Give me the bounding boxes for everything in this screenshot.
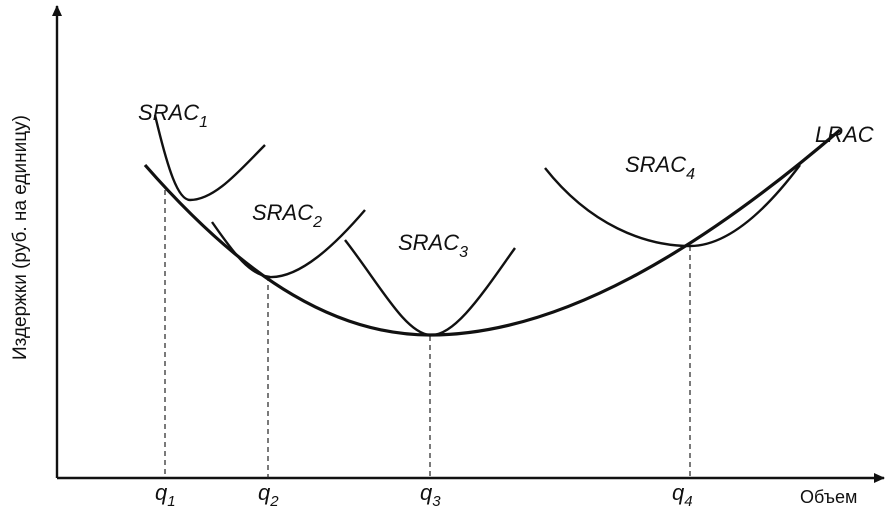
y-axis-label: Издержки (руб. на единицу)	[10, 115, 31, 360]
q1-label: q1	[155, 480, 176, 510]
srac1-label: SRAC1	[138, 100, 208, 131]
q3-label: q3	[420, 480, 441, 510]
srac1-curve	[153, 114, 266, 202]
srac4-label: SRAC4	[625, 152, 695, 183]
srac4-curve	[544, 164, 801, 248]
q2-label: q2	[258, 480, 279, 510]
srac3-curve	[344, 239, 516, 337]
srac2-curve	[211, 209, 366, 279]
lrac-label: LRAC	[815, 122, 874, 147]
srac2-label: SRAC2	[252, 200, 322, 231]
srac3-label: SRAC3	[398, 230, 468, 261]
x-axis-label: Объем	[800, 487, 857, 507]
q4-label: q4	[672, 480, 693, 510]
